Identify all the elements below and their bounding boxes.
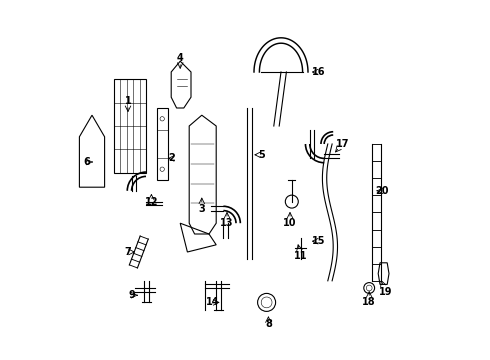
Text: 10: 10 — [283, 218, 297, 228]
Text: 15: 15 — [312, 236, 325, 246]
Text: 20: 20 — [375, 186, 389, 196]
Text: 5: 5 — [258, 150, 265, 160]
Text: 17: 17 — [336, 139, 349, 149]
Text: 3: 3 — [198, 204, 205, 214]
Text: 2: 2 — [168, 153, 174, 163]
Bar — [157, 108, 168, 180]
Bar — [114, 79, 146, 173]
Text: 16: 16 — [312, 67, 325, 77]
Text: 12: 12 — [145, 197, 158, 207]
Text: 18: 18 — [363, 297, 376, 307]
Text: 14: 14 — [206, 297, 220, 307]
Text: 7: 7 — [124, 247, 131, 257]
Text: 9: 9 — [128, 290, 135, 300]
Text: 13: 13 — [220, 218, 234, 228]
Text: 1: 1 — [124, 96, 131, 106]
Text: 19: 19 — [379, 287, 392, 297]
Text: 6: 6 — [83, 157, 90, 167]
Text: 8: 8 — [265, 319, 272, 329]
Text: 11: 11 — [294, 251, 308, 261]
Text: 4: 4 — [177, 53, 184, 63]
